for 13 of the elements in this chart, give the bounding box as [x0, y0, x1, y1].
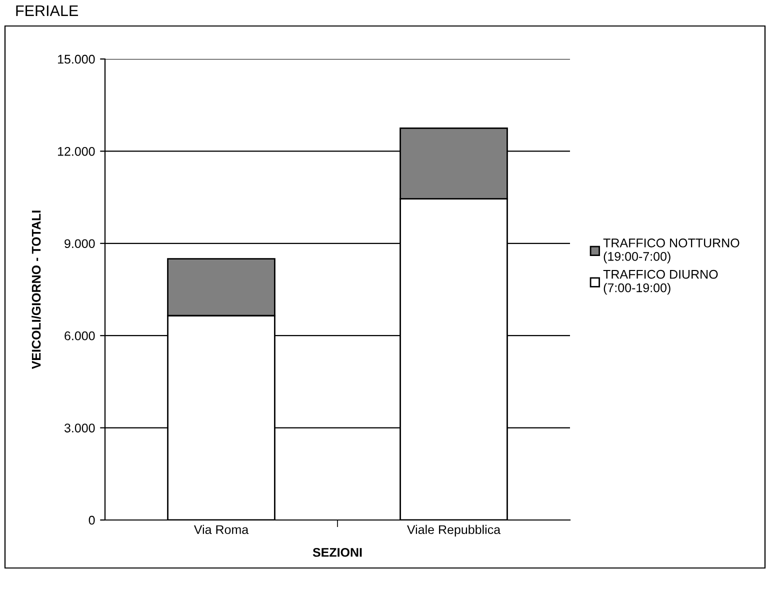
legend-label: TRAFFICO NOTTURNO (19:00-7:00) [603, 238, 740, 264]
y-axis-title: VEICOLI/GIORNO - TOTALI [32, 210, 41, 370]
y-tick-label: 3.000 [64, 424, 95, 432]
y-tick-label: 0 [88, 516, 95, 525]
x-tick-label: Viale Repubblica [407, 524, 501, 537]
y-tick-label: 12.000 [58, 147, 95, 156]
x-axis-title: SEZIONI [312, 548, 362, 557]
chart-title: FERIALE [16, 5, 78, 16]
y-tick-label: 6.000 [64, 331, 95, 340]
legend-label: TRAFFICO DIURNO (7:00-19:00) [603, 270, 718, 295]
y-tick-label: 15.000 [58, 54, 95, 64]
y-tick-label: 9.000 [64, 239, 95, 248]
x-tick-label: Via Roma [194, 524, 249, 534]
